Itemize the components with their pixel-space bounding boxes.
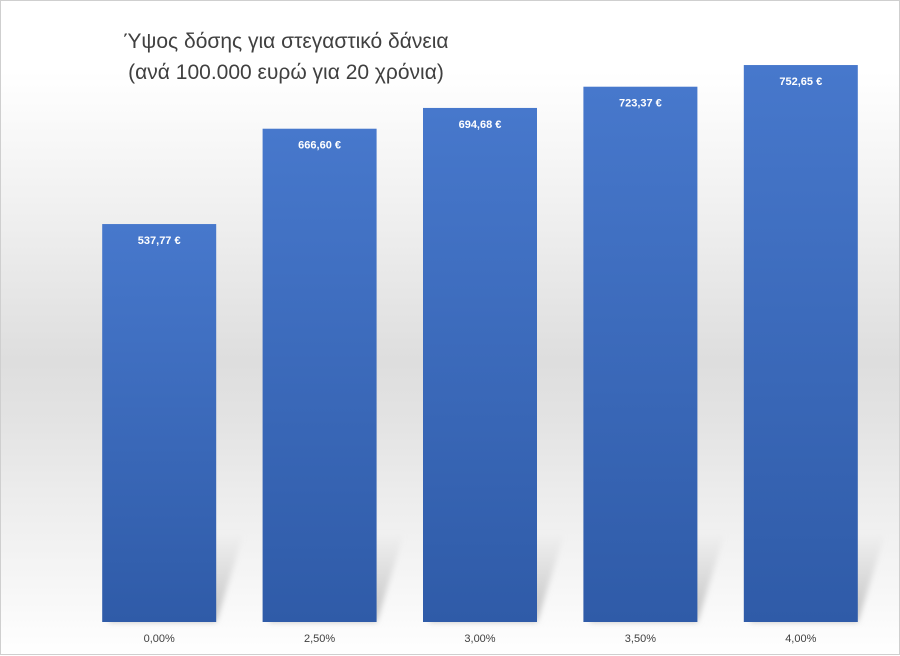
- x-tick-label: 4,00%: [785, 633, 816, 645]
- chart-title: Ύψος δόσης για στεγαστικό δάνεια: [123, 30, 449, 53]
- x-tick-label: 2,50%: [304, 633, 335, 645]
- data-label: 694,68 €: [459, 119, 502, 131]
- x-tick-label: 3,00%: [464, 633, 495, 645]
- data-label: 666,60 €: [298, 140, 341, 152]
- bar: [102, 224, 217, 622]
- chart-subtitle: (ανά 100.000 ευρώ για 20 χρόνια): [128, 61, 444, 84]
- data-label: 752,65 €: [779, 76, 822, 88]
- bar: [743, 65, 858, 622]
- x-tick-label: 0,00%: [144, 633, 175, 645]
- bar: [423, 107, 537, 623]
- bar: [262, 128, 377, 622]
- data-label: 537,77 €: [138, 235, 181, 247]
- bar: [583, 86, 698, 623]
- data-label: 723,37 €: [619, 98, 662, 110]
- x-tick-label: 3,50%: [625, 633, 656, 645]
